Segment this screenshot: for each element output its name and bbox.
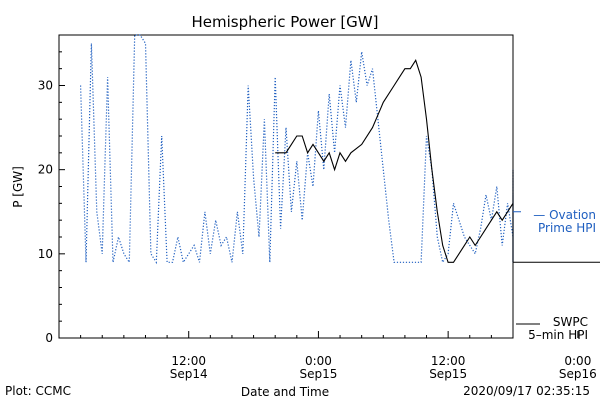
x-tick-date-label: Sep14	[170, 367, 208, 381]
x-tick-time-label: 12:00	[171, 354, 206, 368]
y-tick-label: 0	[45, 331, 53, 345]
x-axis: 12:00Sep140:00Sep1512:00Sep150:00Sep1612…	[80, 331, 597, 381]
x-tick-date-label: Sep15	[299, 367, 337, 381]
legend: — Ovation Prime HPI SWPC 5–min HPI	[516, 208, 596, 342]
y-tick-label: 20	[38, 163, 53, 177]
x-tick-time-label: 0:00	[564, 354, 591, 368]
x-axis-label: Date and Time	[241, 385, 329, 399]
y-axis: 0 10 20 30	[38, 34, 65, 345]
series-ovation-prime-line	[80, 34, 514, 265]
plot-credit: Plot: CCMC	[5, 384, 71, 398]
legend-ovation-line2: Prime HPI	[538, 221, 596, 235]
y-axis-label: P [GW]	[11, 166, 25, 208]
plot-timestamp: 2020/09/17 02:35:15	[463, 384, 590, 398]
x-tick-date-label: Sep15	[429, 367, 467, 381]
x-tick-time-label: 12:00	[431, 354, 466, 368]
plot-frame	[58, 34, 514, 339]
legend-swpc-line1: SWPC	[553, 315, 588, 329]
y-tick-label: 30	[38, 79, 53, 93]
chart-title: Hemispheric Power [GW]	[192, 13, 379, 31]
legend-ovation-line1: — Ovation	[533, 208, 596, 222]
series-swpc-line	[275, 59, 514, 263]
y-tick-label: 10	[38, 247, 53, 261]
legend-swpc-line2: 5–min HPI	[528, 328, 588, 342]
x-tick-date-label: Sep16	[559, 367, 597, 381]
series-layer	[80, 34, 600, 265]
x-tick-time-label: 0:00	[305, 354, 332, 368]
